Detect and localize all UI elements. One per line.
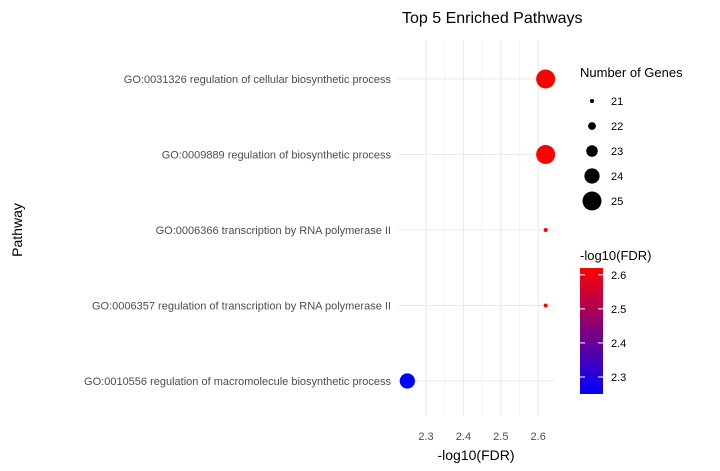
color-legend-label: 2.6	[611, 270, 626, 282]
data-point	[536, 69, 556, 89]
plot-grid	[398, 40, 555, 416]
data-point	[536, 145, 556, 164]
x-tick-label: 2.6	[531, 431, 546, 443]
category-label: GO:0010556 regulation of macromolecule b…	[84, 376, 391, 388]
size-legend-dot	[586, 145, 598, 157]
y-axis-title: Pathway	[9, 203, 25, 257]
size-legend-label: 24	[611, 171, 623, 183]
x-axis-ticks: 2.3 2.4 2.5 2.6	[418, 431, 545, 443]
color-legend: 2.6 2.5 2.4 2.3	[580, 270, 626, 384]
size-legend: 21 22 23 24 25	[582, 96, 623, 211]
size-legend-dot	[588, 122, 596, 130]
data-point	[543, 228, 548, 232]
category-label: GO:0031326 regulation of cellular biosyn…	[124, 74, 392, 86]
data-point	[399, 373, 415, 389]
size-legend-label: 22	[611, 121, 623, 133]
size-legend-label: 23	[611, 146, 623, 158]
color-legend-title: -log10(FDR)	[580, 248, 652, 263]
x-axis-title: -log10(FDR)	[437, 447, 514, 463]
data-points	[399, 69, 556, 389]
size-legend-dot	[584, 168, 600, 184]
x-tick-label: 2.4	[456, 431, 471, 443]
data-point	[543, 303, 548, 308]
size-legend-label: 21	[611, 96, 623, 108]
size-legend-dot	[582, 191, 602, 211]
category-label: GO:0009889 regulation of biosynthetic pr…	[162, 150, 392, 162]
chart-title: Top 5 Enriched Pathways	[402, 10, 583, 27]
category-label: GO:0006366 transcription by RNA polymera…	[156, 225, 391, 237]
size-legend-title: Number of Genes	[580, 65, 683, 80]
size-legend-label: 25	[611, 196, 623, 208]
size-legend-dot	[590, 99, 594, 103]
x-tick-label: 2.3	[418, 431, 433, 443]
color-legend-label: 2.3	[611, 372, 626, 384]
x-tick-label: 2.5	[493, 431, 508, 443]
color-legend-label: 2.5	[611, 304, 626, 316]
y-axis-categories: GO:0031326 regulation of cellular biosyn…	[84, 74, 391, 388]
color-legend-bar	[580, 268, 603, 394]
color-legend-label: 2.4	[611, 338, 626, 350]
category-label: GO:0006357 regulation of transcription b…	[92, 301, 391, 313]
